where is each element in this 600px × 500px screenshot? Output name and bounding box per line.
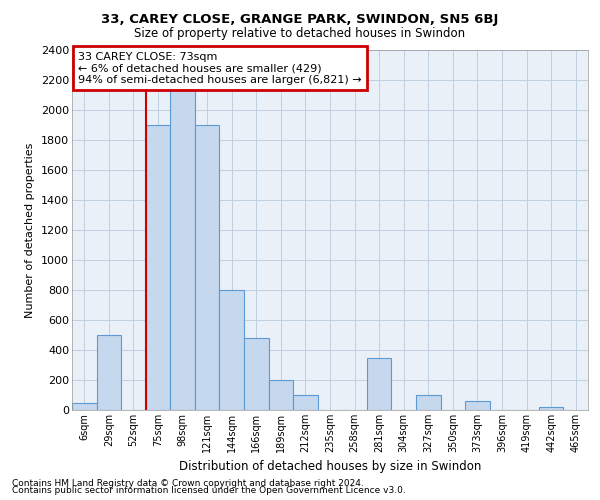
Bar [170,65,195,410]
X-axis label: Distribution of detached houses by size in Swindon: Distribution of detached houses by size … [179,460,481,473]
Text: Size of property relative to detached houses in Swindon: Size of property relative to detached ho… [134,28,466,40]
Bar [195,125,220,410]
Text: Contains HM Land Registry data © Crown copyright and database right 2024.: Contains HM Land Registry data © Crown c… [12,478,364,488]
Bar [367,358,391,410]
Bar [72,402,97,410]
Bar [244,338,269,410]
Y-axis label: Number of detached properties: Number of detached properties [25,142,35,318]
Text: 33, CAREY CLOSE, GRANGE PARK, SWINDON, SN5 6BJ: 33, CAREY CLOSE, GRANGE PARK, SWINDON, S… [101,12,499,26]
Bar [97,335,121,410]
Bar [269,380,293,410]
Bar [416,395,440,410]
Bar [539,407,563,410]
Bar [146,125,170,410]
Text: 33 CAREY CLOSE: 73sqm
← 6% of detached houses are smaller (429)
94% of semi-deta: 33 CAREY CLOSE: 73sqm ← 6% of detached h… [78,52,362,84]
Bar [293,395,318,410]
Bar [220,290,244,410]
Bar [465,401,490,410]
Text: Contains public sector information licensed under the Open Government Licence v3: Contains public sector information licen… [12,486,406,495]
